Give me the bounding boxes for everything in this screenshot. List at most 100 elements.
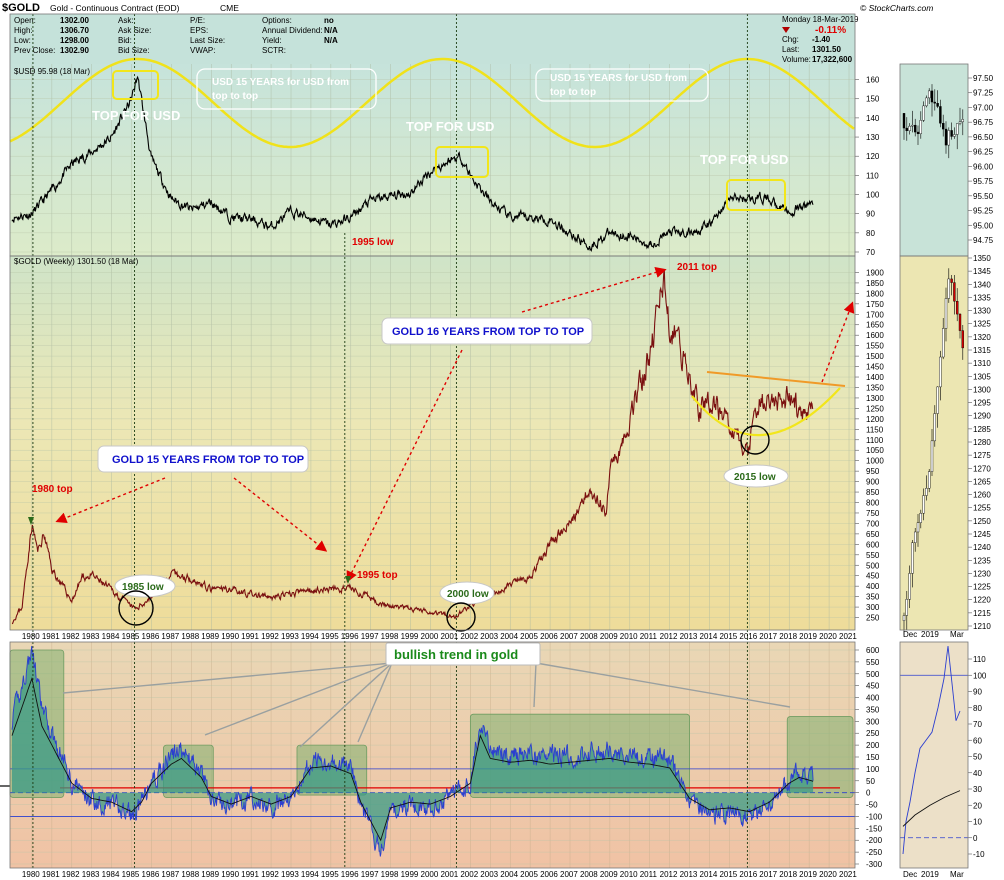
side-osc-tick-label: 40: [973, 769, 982, 778]
side-usd-candle: [936, 103, 939, 107]
chart-name: Gold - Continuous Contract (EOD): [50, 3, 180, 13]
usd-cycle-text-1b: top to top: [212, 91, 258, 102]
x-tick-label: 1994: [301, 870, 319, 879]
bullish-pointer-line: [204, 662, 393, 736]
y-tick-label: 70: [866, 248, 875, 257]
side-usd-candle: [944, 128, 948, 146]
side-osc-tick-label: 0: [973, 834, 978, 843]
side-gold-tick-label: 1265: [973, 477, 991, 486]
bullish-pointer-line: [535, 662, 791, 708]
side-usd-candle: [928, 90, 931, 99]
x-tick-label: 2006: [540, 870, 558, 879]
side-gold-tick-label: 1340: [973, 280, 991, 289]
x-tick-label: 2002: [460, 870, 478, 879]
side-osc-bg: [900, 642, 968, 868]
info-key: Last Size:: [190, 36, 225, 45]
x-tick-label: 1983: [82, 870, 100, 879]
cycle-marker-1980: [28, 517, 34, 525]
brand-logo: © StockCharts.com: [860, 3, 933, 13]
x-tick-label: 2008: [580, 870, 598, 879]
side-x-label: Mar: [950, 870, 964, 879]
usd-top-box-1985: [112, 70, 159, 100]
y-tick-label: 100: [866, 191, 880, 200]
x-tick-label: 1989: [201, 632, 219, 641]
x-tick-label: 1992: [261, 870, 279, 879]
x-tick-label: 2015: [719, 632, 737, 641]
usd-top-box-2016: [726, 179, 786, 211]
y-tick-label: -150: [866, 824, 883, 833]
side-gold-tick-label: 1300: [973, 385, 991, 394]
side-usd-candle: [942, 123, 945, 130]
info-value: 1306.70: [60, 26, 89, 35]
x-tick-label: 2010: [620, 632, 638, 641]
info-key: VWAP:: [190, 46, 215, 55]
x-tick-label: 2004: [500, 632, 518, 641]
y-tick-label: 1000: [866, 457, 884, 466]
side-gold-tick-label: 1305: [973, 372, 991, 381]
x-tick-label: 2007: [560, 870, 578, 879]
side-usd-candle: [939, 106, 942, 124]
gold-cup-arc: [691, 387, 841, 437]
oscillator-panel-border: [9, 641, 856, 869]
side-gold-candle: [956, 301, 959, 315]
gold-15yr-box: [97, 445, 309, 473]
side-usd-candle: [930, 90, 934, 103]
y-tick-label: 550: [866, 551, 880, 560]
usd-cycle-box-2: [535, 68, 709, 102]
side-usd-tick-label: 94.75: [973, 236, 994, 245]
x-tick-label: 1993: [281, 870, 299, 879]
gold-panel-border: [9, 255, 856, 631]
x-tick-label: 2016: [739, 870, 757, 879]
info-key: Annual Dividend:: [262, 26, 322, 35]
quote-value: -1.40: [812, 35, 831, 44]
side-gold-tick-label: 1260: [973, 491, 991, 500]
low-circle-2015: [740, 425, 770, 455]
arrow-to-1995-top: [346, 349, 463, 583]
side-gold-candle: [953, 282, 956, 302]
bullish-pointer-line: [357, 662, 393, 743]
side-gold-candle: [928, 471, 931, 489]
y-tick-label: 130: [866, 133, 880, 142]
x-tick-label: 1998: [381, 632, 399, 641]
side-gold-candle: [925, 488, 928, 496]
x-tick-label: 1981: [42, 632, 60, 641]
x-tick-label: 2014: [700, 632, 718, 641]
info-value: 1302.90: [60, 46, 89, 55]
y-tick-label: 300: [866, 717, 880, 726]
x-tick-label: 1991: [241, 870, 259, 879]
x-tick-label: 1980: [22, 632, 40, 641]
x-tick-label: 2005: [520, 870, 538, 879]
y-tick-label: 650: [866, 530, 880, 539]
gold-resistance-line: [706, 371, 846, 387]
x-tick-label: 2020: [819, 870, 837, 879]
side-usd-tick-label: 97.00: [973, 103, 994, 112]
top-for-usd-2016: TOP FOR USD: [700, 152, 788, 167]
x-tick-label: 2009: [600, 632, 618, 641]
label-1980-top: 1980 top: [32, 484, 73, 495]
side-gold-candle: [930, 440, 934, 472]
x-tick-label: 1999: [401, 632, 419, 641]
usd-panel-title: $USD 95.98 (18 Mar): [14, 67, 90, 76]
y-tick-label: 140: [866, 114, 880, 123]
quote-change-pct: -0.11%: [815, 25, 846, 36]
side-gold-tick-label: 1315: [973, 346, 991, 355]
x-tick-label: 2010: [620, 870, 638, 879]
info-panel-bg: [10, 14, 855, 64]
x-tick-label: 2009: [600, 870, 618, 879]
x-tick-label: 1995: [321, 870, 339, 879]
side-usd-candle: [916, 131, 920, 135]
x-tick-label: 2012: [660, 870, 678, 879]
info-key: Prev Close:: [14, 46, 55, 55]
side-x-label: Dec: [903, 870, 917, 879]
side-osc-tick-label: -10: [973, 850, 985, 859]
bullish-pointer-line: [62, 662, 393, 694]
x-tick-label: 1993: [281, 632, 299, 641]
side-usd-candle: [958, 121, 962, 124]
y-tick-label: 900: [866, 478, 880, 487]
breakout-arrow: [821, 301, 855, 383]
x-tick-label: 1980: [22, 870, 40, 879]
x-tick-label: 1984: [102, 632, 120, 641]
usd-top-box-2001: [435, 146, 489, 178]
x-axis-labels-bottom: 1980 1981 1982 1983 1984 1985 1986 1987 1988 1989…: [22, 870, 857, 879]
side-usd-candle: [911, 124, 914, 127]
